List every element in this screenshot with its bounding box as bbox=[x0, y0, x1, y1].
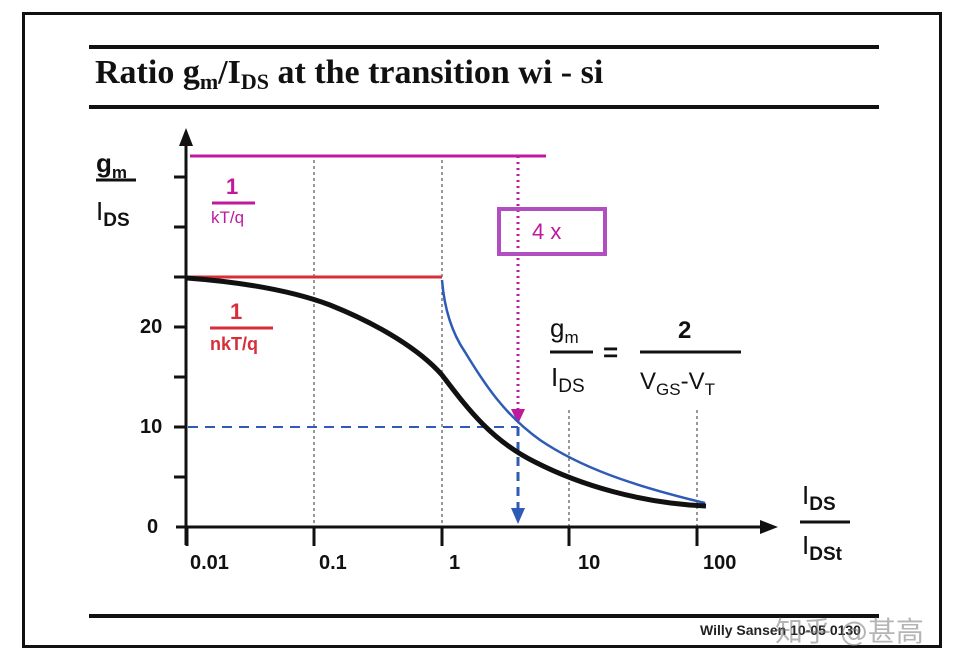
down-arrow-icon bbox=[511, 508, 525, 524]
x-axis-label-den: IDSt bbox=[802, 530, 842, 566]
title-sub: m bbox=[199, 69, 219, 94]
watermark: 知乎 @甚高 bbox=[775, 615, 924, 648]
y-axis-label-den: IDS bbox=[96, 196, 130, 232]
slide-footer: Willy Sansen 10-05 0130 bbox=[700, 622, 861, 638]
eq-lhs-num: gm bbox=[550, 313, 579, 348]
x-axis-label-num: IDS bbox=[802, 480, 836, 516]
y-tick-20: 20 bbox=[140, 316, 163, 338]
slide-frame bbox=[22, 12, 942, 648]
kT-label-den: kT/q bbox=[211, 208, 245, 227]
kT-label-num: 1 bbox=[226, 174, 239, 199]
strong-inversion-curve bbox=[440, 279, 706, 505]
y-tick-0: 0 bbox=[147, 516, 159, 538]
x-tick-1: 1 bbox=[449, 552, 461, 574]
title-text: Ratio g bbox=[95, 54, 200, 91]
magenta-arrow-icon bbox=[511, 409, 525, 424]
nkT-label-den: nkT/q bbox=[210, 334, 258, 354]
eq-rhs-num: 2 bbox=[678, 317, 692, 344]
y-ticks bbox=[174, 175, 186, 479]
y-axis-arrow-icon bbox=[179, 128, 193, 146]
grid-lines bbox=[313, 160, 698, 527]
x-tick-10: 10 bbox=[578, 552, 601, 574]
y-tick-10: 10 bbox=[140, 416, 163, 438]
title-top-rule bbox=[89, 45, 879, 49]
eq-rhs-den: VGS-VT bbox=[640, 368, 715, 399]
title-bottom-rule bbox=[89, 105, 879, 109]
x-tick-0.01: 0.01 bbox=[190, 552, 229, 574]
eq-equals: = bbox=[603, 337, 619, 367]
x-axis-arrow-icon bbox=[760, 520, 778, 534]
x-ticks bbox=[185, 527, 699, 546]
factor-box bbox=[497, 207, 607, 256]
x-tick-100: 100 bbox=[703, 552, 737, 574]
factor-box-label: 4 x bbox=[532, 219, 562, 244]
slide-title: Ratio gm/IDS at the transition wi - si bbox=[95, 54, 603, 95]
eq-lhs-den: IDS bbox=[551, 362, 585, 398]
footer-rule bbox=[89, 614, 879, 618]
nkT-label-num: 1 bbox=[230, 299, 243, 324]
title-text: /I bbox=[218, 54, 241, 91]
x-tick-0.1: 0.1 bbox=[319, 552, 347, 574]
title-sub: DS bbox=[240, 69, 269, 94]
gm-ids-curve bbox=[186, 275, 707, 509]
y-axis-label-num: gm bbox=[96, 148, 128, 183]
title-text: at the transition wi - si bbox=[268, 54, 604, 91]
